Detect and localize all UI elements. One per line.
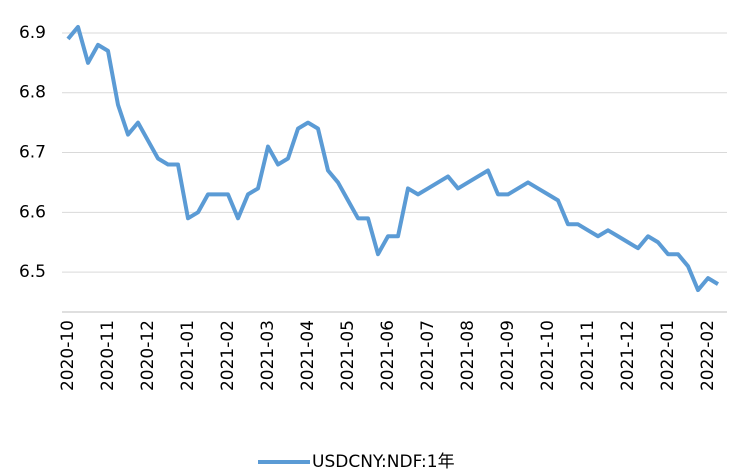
x-tick-label: 2021-01 <box>178 320 198 391</box>
x-tick-label: 2020-10 <box>58 320 78 391</box>
x-tick-label: 2021-12 <box>618 320 638 391</box>
y-tick-label: 6.7 <box>19 143 46 163</box>
y-tick-label: 6.8 <box>19 83 46 103</box>
y-tick-label: 6.9 <box>19 23 46 43</box>
x-tick-label: 2021-09 <box>498 320 518 391</box>
x-tick-label: 2022-02 <box>698 320 718 391</box>
x-tick-label: 2020-12 <box>138 320 158 391</box>
x-tick-label: 2021-06 <box>378 320 398 391</box>
y-tick-label: 6.6 <box>19 202 46 222</box>
x-tick-label: 2020-11 <box>98 320 118 391</box>
x-tick-label: 2021-11 <box>578 320 598 391</box>
legend-label: USDCNY:NDF:1年 <box>312 452 455 472</box>
x-tick-label: 2021-03 <box>258 320 278 391</box>
data-line <box>66 24 720 293</box>
x-tick-label: 2021-05 <box>338 320 358 391</box>
y-tick-label: 6.5 <box>19 262 46 282</box>
x-tick-label: 2022-01 <box>658 320 678 391</box>
x-tick-label: 2021-08 <box>458 320 478 391</box>
x-tick-label: 2021-10 <box>538 320 558 391</box>
x-tick-label: 2021-04 <box>298 320 318 391</box>
x-tick-label: 2021-07 <box>418 320 438 391</box>
x-tick-label: 2021-02 <box>218 320 238 391</box>
